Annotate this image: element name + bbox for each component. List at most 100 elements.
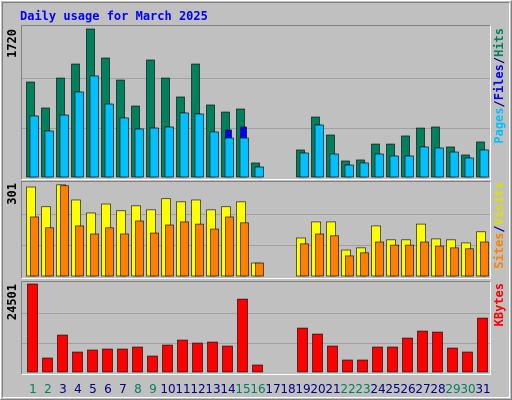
- x-tick-label: 16: [250, 382, 265, 396]
- x-tick-label: 14: [220, 382, 235, 396]
- x-tick-label: 18: [280, 382, 295, 396]
- bar: [314, 124, 324, 178]
- bar: [164, 126, 174, 178]
- bar: [237, 298, 248, 373]
- bar: [420, 241, 429, 277]
- x-tick-label: 5: [89, 382, 97, 396]
- legend-entry: Visits: [492, 182, 506, 225]
- bar: [60, 185, 69, 277]
- x-tick-label: 30: [460, 382, 475, 396]
- y-tick-label: 301: [5, 183, 19, 205]
- bar: [329, 153, 339, 178]
- bar: [464, 157, 474, 178]
- legend-separator: /: [492, 100, 506, 107]
- bar: [134, 128, 144, 178]
- bar: [462, 351, 473, 373]
- x-tick-label: 11: [175, 382, 190, 396]
- x-tick-label: 19: [295, 382, 310, 396]
- bar: [432, 331, 443, 373]
- bar: [59, 114, 69, 178]
- legend: Pages/Files/Hits: [492, 28, 506, 144]
- bar: [194, 113, 204, 178]
- bar: [30, 216, 39, 277]
- panel-frame: [21, 25, 491, 180]
- bar: [389, 155, 399, 178]
- bar: [312, 333, 323, 373]
- bar: [479, 149, 489, 178]
- bar: [390, 244, 399, 277]
- bar: [359, 162, 369, 178]
- bar: [42, 357, 53, 373]
- bar: [132, 346, 143, 373]
- bar: [105, 227, 114, 277]
- x-tick-label: 6: [104, 382, 112, 396]
- bar: [165, 224, 174, 277]
- x-tick-label: 13: [205, 382, 220, 396]
- bar: [387, 346, 398, 373]
- bar: [192, 342, 203, 373]
- x-tick-label: 2: [44, 382, 52, 396]
- legend-separator: /: [492, 225, 506, 232]
- bar: [177, 339, 188, 373]
- bar: [342, 359, 353, 373]
- bar: [207, 341, 218, 373]
- panel-frame: [21, 281, 491, 375]
- legend-entry: Pages: [492, 108, 506, 144]
- bar: [240, 222, 249, 277]
- panel-frame: [21, 281, 491, 375]
- bar: [300, 243, 309, 277]
- bar: [210, 228, 219, 277]
- bar: [402, 337, 413, 373]
- bar: [119, 117, 129, 178]
- bar: [180, 221, 189, 277]
- bar: [404, 155, 414, 178]
- x-tick-label: 9: [149, 382, 157, 396]
- legend-entry: Files: [492, 64, 506, 100]
- bar: [150, 232, 159, 277]
- bar: [195, 223, 204, 277]
- legend: KBytes: [492, 283, 506, 326]
- bar: [239, 137, 249, 178]
- bar: [117, 348, 128, 373]
- x-tick-label: 22: [340, 382, 355, 396]
- x-tick-label: 20: [310, 382, 325, 396]
- x-tick-label: 1: [29, 382, 37, 396]
- legend-entry: Sites: [492, 233, 506, 269]
- bar: [417, 330, 428, 373]
- bar: [299, 152, 309, 178]
- bar: [344, 164, 354, 178]
- bar: [27, 283, 38, 373]
- bar: [360, 252, 369, 277]
- x-tick-label: 21: [325, 382, 340, 396]
- bar: [447, 347, 458, 373]
- bar: [375, 241, 384, 277]
- x-tick-label: 24: [370, 382, 385, 396]
- x-tick-label: 7: [119, 382, 127, 396]
- x-tick-label: 3: [59, 382, 67, 396]
- panel-frame: [21, 181, 491, 279]
- bar: [357, 359, 368, 373]
- bar: [75, 225, 84, 277]
- panel-frame: [21, 181, 491, 279]
- x-tick-label: 23: [355, 382, 370, 396]
- x-tick-label: 12: [190, 382, 205, 396]
- bar: [89, 75, 99, 178]
- bar: [374, 153, 384, 178]
- legend-entry: KBytes: [492, 283, 506, 326]
- bar: [162, 344, 173, 373]
- bar: [345, 255, 354, 277]
- bar: [330, 235, 339, 277]
- bar: [90, 233, 99, 277]
- x-tick-label: 29: [445, 382, 460, 396]
- x-tick-label: 26: [400, 382, 415, 396]
- bar: [255, 262, 264, 277]
- bar: [252, 364, 263, 373]
- bar: [449, 151, 459, 178]
- panel-frame: [21, 25, 491, 180]
- chart-title: Daily usage for March 2025: [20, 9, 208, 23]
- x-tick-label: 27: [415, 382, 430, 396]
